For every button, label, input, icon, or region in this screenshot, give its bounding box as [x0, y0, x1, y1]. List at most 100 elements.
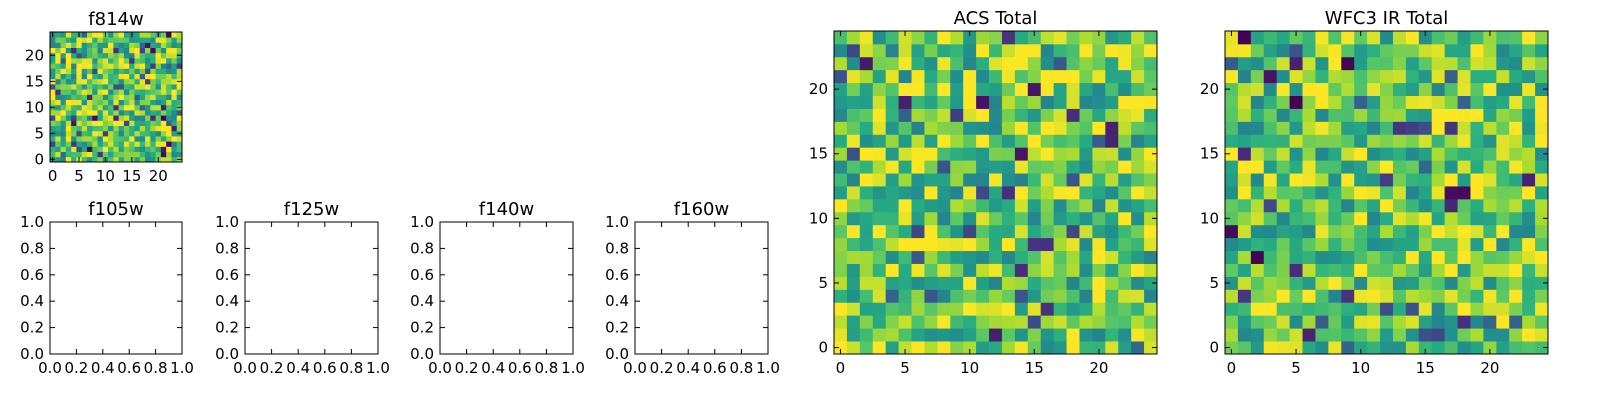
- heatmap-cell: [81, 78, 88, 85]
- heatmap-cell: [1470, 173, 1484, 187]
- heatmap-cell: [176, 120, 183, 126]
- heatmap-cell: [1105, 160, 1119, 174]
- heatmap-cell: [1315, 56, 1329, 71]
- heatmap-cell: [171, 151, 178, 158]
- heatmap-cell: [950, 186, 964, 200]
- heatmap-cell: [1315, 82, 1329, 96]
- heatmap-cell: [924, 43, 938, 58]
- heatmap-cell: [1418, 121, 1433, 135]
- heatmap-cell: [911, 160, 925, 174]
- heatmap-cell: [1105, 224, 1119, 239]
- heatmap-cell: [1276, 276, 1290, 290]
- heatmap-cell: [123, 104, 130, 111]
- heatmap-cell: [176, 47, 183, 54]
- heatmap-cell: [113, 52, 120, 59]
- heatmap-cell: [1092, 82, 1106, 96]
- heatmap-cell: [1470, 108, 1484, 122]
- heatmap-cell: [81, 32, 88, 38]
- heatmap-cell: [1118, 289, 1132, 303]
- heatmap-cell: [1535, 43, 1549, 58]
- heatmap-cell: [134, 115, 141, 121]
- heatmap-cell: [989, 121, 1003, 135]
- heatmap-cell: [97, 146, 104, 152]
- heatmap-cell: [1457, 56, 1471, 71]
- heatmap-cell: [97, 52, 104, 59]
- heatmap-cell: [166, 58, 172, 64]
- heatmap-cell: [1470, 134, 1484, 148]
- heatmap-cell: [113, 141, 120, 147]
- heatmap-cell: [1341, 134, 1355, 148]
- heatmap-cell: [1289, 108, 1303, 122]
- heatmap-cell: [1250, 198, 1265, 213]
- heatmap-cell: [1105, 95, 1119, 109]
- heatmap-cell: [171, 110, 178, 116]
- heatmap-cell: [950, 160, 964, 174]
- heatmap-cell: [1483, 69, 1497, 84]
- heatmap-cell: [885, 108, 899, 122]
- heatmap-cell: [108, 125, 114, 132]
- heatmap-cell: [872, 302, 887, 316]
- heatmap-cell: [1328, 95, 1342, 109]
- heatmap-cell: [1302, 173, 1316, 187]
- heatmap-cell: [859, 198, 874, 213]
- x-tick-label: 10: [96, 167, 115, 185]
- heatmap-cell: [1276, 328, 1290, 342]
- heatmap-cell: [71, 58, 77, 64]
- heatmap-cell: [145, 146, 151, 152]
- heatmap-cell: [76, 99, 83, 106]
- heatmap-cell: [1380, 134, 1394, 148]
- heatmap-cell: [989, 69, 1003, 84]
- heatmap-cell: [1053, 302, 1067, 316]
- heatmap-cell: [1496, 108, 1510, 122]
- heatmap-cell: [1380, 315, 1394, 329]
- heatmap-cell: [108, 141, 114, 147]
- heatmap-cell: [1431, 341, 1446, 355]
- heatmap-cell: [1053, 108, 1067, 122]
- heatmap-cell: [1328, 82, 1342, 96]
- heatmap-cell: [1328, 108, 1342, 122]
- y-tick-label: 0.2: [215, 319, 239, 337]
- heatmap-cell: [950, 263, 964, 277]
- heatmap-cell: [1496, 56, 1510, 71]
- heatmap-cell: [1001, 108, 1016, 122]
- heatmap-cell: [1328, 328, 1342, 342]
- heatmap-cell: [963, 56, 977, 71]
- heatmap-cell: [885, 328, 899, 342]
- heatmap-cell: [1457, 198, 1471, 213]
- heatmap-cell: [1405, 315, 1420, 329]
- heatmap-cell: [885, 121, 899, 135]
- heatmap-cell: [139, 52, 146, 59]
- heatmap-cell: [937, 302, 951, 316]
- heatmap-cell: [976, 211, 990, 226]
- heatmap-cell: [1315, 276, 1329, 290]
- heatmap-cell: [834, 43, 848, 58]
- heatmap-cell: [166, 130, 172, 137]
- heatmap-cell: [1092, 276, 1106, 290]
- y-tick-label: 1.0: [605, 213, 629, 231]
- heatmap-cell: [1263, 224, 1278, 239]
- heatmap-cell: [145, 110, 151, 116]
- heatmap-cell: [1225, 69, 1239, 84]
- heatmap-cell: [76, 104, 83, 111]
- heatmap-cell: [1092, 160, 1106, 174]
- heatmap-cell: [872, 173, 887, 187]
- heatmap-cell: [1302, 56, 1316, 71]
- heatmap-cell: [1367, 250, 1381, 264]
- heatmap-cell: [1457, 263, 1471, 277]
- heatmap-cell: [71, 115, 77, 121]
- heatmap-cell: [1392, 69, 1407, 84]
- heatmap-cell: [1250, 263, 1265, 277]
- heatmap-cell: [97, 63, 104, 69]
- heatmap-cell: [81, 63, 88, 69]
- heatmap-cell: [60, 52, 67, 59]
- heatmap-cell: [1522, 43, 1536, 58]
- heatmap-cell: [1483, 341, 1497, 355]
- heatmap-cell: [1237, 186, 1252, 200]
- heatmap-cell: [1027, 302, 1042, 316]
- heatmap-cell: [118, 151, 125, 158]
- heatmap-cell: [963, 237, 977, 252]
- heatmap-cell: [1522, 134, 1536, 148]
- heatmap-cell: [123, 63, 130, 69]
- heatmap-cell: [1263, 95, 1278, 109]
- heatmap-cell: [1276, 341, 1290, 355]
